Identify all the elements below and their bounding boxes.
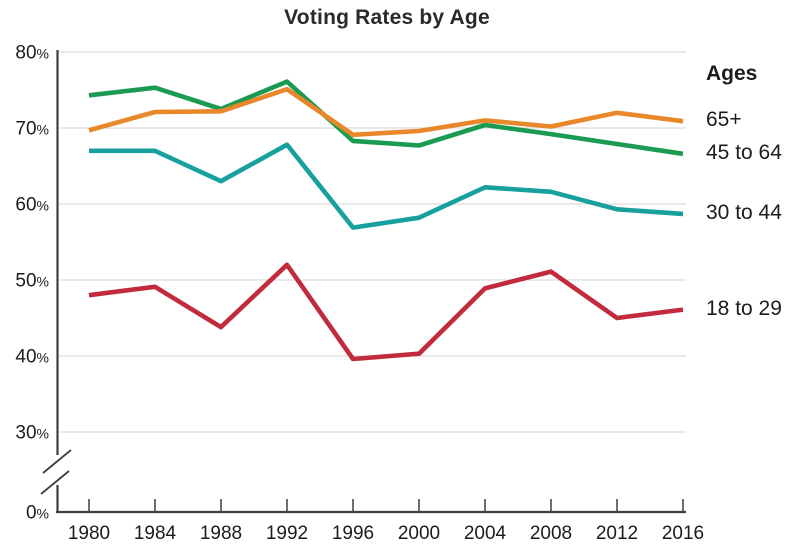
legend-label-18-to-29: 18 to 29 <box>706 296 782 320</box>
x-tick-label-2016: 2016 <box>662 523 704 544</box>
x-tick-label-1996: 1996 <box>332 523 374 544</box>
x-tick-label-1984: 1984 <box>134 523 177 544</box>
y-tick-label-70: 70% <box>15 119 49 140</box>
y-tick-label-80: 80% <box>15 43 49 64</box>
line-45-to-64 <box>88 79 684 157</box>
x-tick-label-2004: 2004 <box>464 523 507 544</box>
y-tick-label-60: 60% <box>15 195 49 216</box>
chart-title: Voting Rates by Age <box>284 6 490 29</box>
y-tick-label-40: 40% <box>15 347 49 368</box>
line-30-to-44 <box>89 142 684 230</box>
x-tick-label-2000: 2000 <box>398 523 440 544</box>
y-tick-label-50: 50% <box>15 271 49 292</box>
y-tick-label-0: 0% <box>26 503 49 524</box>
x-tick-label-1992: 1992 <box>266 523 308 544</box>
x-tick-label-1988: 1988 <box>200 523 242 544</box>
axis-break-slash-upper <box>42 449 72 474</box>
x-tick-label-2008: 2008 <box>530 523 572 544</box>
legend-label-65plus: 65+ <box>706 108 742 132</box>
legend-label-45-to-64: 45 to 64 <box>706 140 782 164</box>
legend-label-30-to-44: 30 to 44 <box>706 200 782 224</box>
y-tick-label-30: 30% <box>15 423 49 444</box>
x-tick-label-2012: 2012 <box>596 523 638 544</box>
x-tick-label-1980: 1980 <box>68 523 110 544</box>
line-65plus <box>88 86 684 138</box>
legend-title: Ages <box>706 62 758 85</box>
line-18-to-29 <box>88 262 684 362</box>
axis-break-slash-lower <box>40 470 70 495</box>
